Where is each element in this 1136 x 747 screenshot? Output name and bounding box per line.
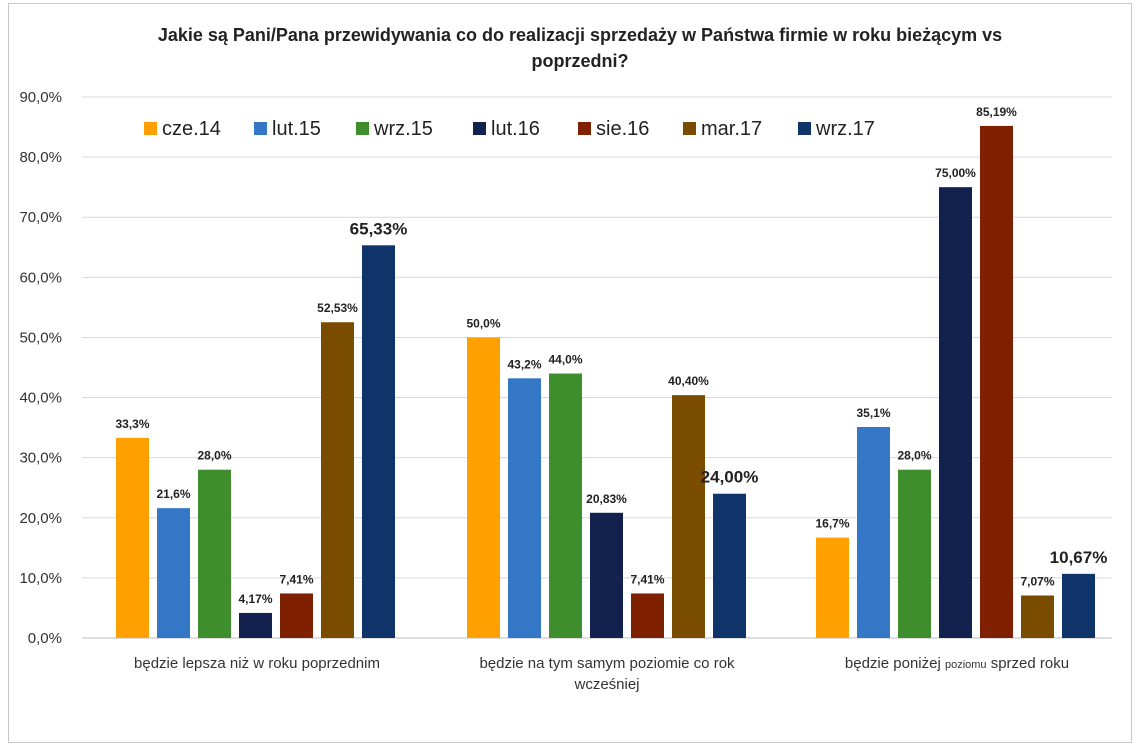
legend-swatch <box>683 122 696 135</box>
data-label: 65,33% <box>350 219 408 238</box>
y-tick-label: 10,0% <box>19 570 62 587</box>
bar <box>239 612 272 638</box>
legend-label: wrz.15 <box>373 118 433 140</box>
bar <box>672 395 705 638</box>
legend-label: mar.17 <box>701 118 762 140</box>
y-tick-label: 50,0% <box>19 329 62 346</box>
data-label: 20,83% <box>586 492 627 506</box>
bar <box>1021 595 1054 638</box>
y-tick-label: 80,0% <box>19 149 62 166</box>
chart-title-line-1: Jakie są Pani/Pana przewidywania co do r… <box>157 25 1003 45</box>
bar <box>198 469 231 638</box>
x-category-label: wcześniej <box>573 676 639 693</box>
y-tick-label: 0,0% <box>28 630 62 647</box>
legend-swatch <box>578 122 591 135</box>
legend-swatch <box>356 122 369 135</box>
bar <box>157 508 190 638</box>
data-label: 52,53% <box>317 301 358 315</box>
data-label: 21,6% <box>156 487 190 501</box>
bar <box>1062 573 1095 638</box>
legend-swatch <box>254 122 267 135</box>
legend-swatch <box>798 122 811 135</box>
data-label: 7,07% <box>1020 575 1054 589</box>
y-tick-label: 20,0% <box>19 510 62 527</box>
data-label: 43,2% <box>507 357 541 371</box>
data-label: 4,17% <box>238 592 272 606</box>
y-tick-label: 40,0% <box>19 390 62 407</box>
data-label: 24,00% <box>701 468 759 487</box>
data-label: 28,0% <box>897 449 931 463</box>
bar <box>816 537 849 638</box>
legend-label: lut.16 <box>491 118 540 140</box>
bar <box>467 337 500 638</box>
bar <box>631 593 664 638</box>
data-label: 85,19% <box>976 105 1017 119</box>
data-label: 44,0% <box>548 353 582 367</box>
x-category-label: będzie na tym samym poziomie co rok <box>479 655 735 672</box>
chart-title: Jakie są Pani/Pana przewidywania co do r… <box>90 22 1070 74</box>
data-label: 35,1% <box>856 406 890 420</box>
bar <box>508 378 541 638</box>
legend-label: sie.16 <box>596 118 649 140</box>
bar <box>898 469 931 638</box>
bar <box>362 245 395 638</box>
bar <box>857 427 890 638</box>
y-tick-label: 90,0% <box>19 89 62 106</box>
data-label: 33,3% <box>115 417 149 431</box>
chart-title-line-2: poprzedni? <box>531 51 629 71</box>
legend-label: lut.15 <box>272 118 321 140</box>
bar <box>980 125 1013 638</box>
bar <box>280 593 313 638</box>
x-category-label: będzie poniżej poziomu sprzed roku <box>845 655 1069 672</box>
y-tick-label: 70,0% <box>19 209 62 226</box>
data-label: 7,41% <box>279 572 313 586</box>
data-label: 10,67% <box>1050 548 1108 567</box>
y-tick-label: 30,0% <box>19 450 62 467</box>
legend-label: wrz.17 <box>815 118 875 140</box>
data-label: 75,00% <box>935 166 976 180</box>
y-tick-label: 60,0% <box>19 269 62 286</box>
legend-label: cze.14 <box>162 118 221 140</box>
bar <box>116 437 149 638</box>
data-label: 50,0% <box>466 316 500 330</box>
data-label: 7,41% <box>630 572 664 586</box>
data-label: 28,0% <box>197 449 231 463</box>
bar <box>549 373 582 638</box>
data-label: 40,40% <box>668 374 709 388</box>
data-label: 16,7% <box>815 517 849 531</box>
bar <box>321 322 354 638</box>
legend-swatch <box>473 122 486 135</box>
x-category-label: będzie lepsza niż w roku poprzednim <box>134 655 380 672</box>
bar <box>713 493 746 638</box>
bar <box>590 512 623 638</box>
bar <box>939 187 972 638</box>
legend-swatch <box>144 122 157 135</box>
